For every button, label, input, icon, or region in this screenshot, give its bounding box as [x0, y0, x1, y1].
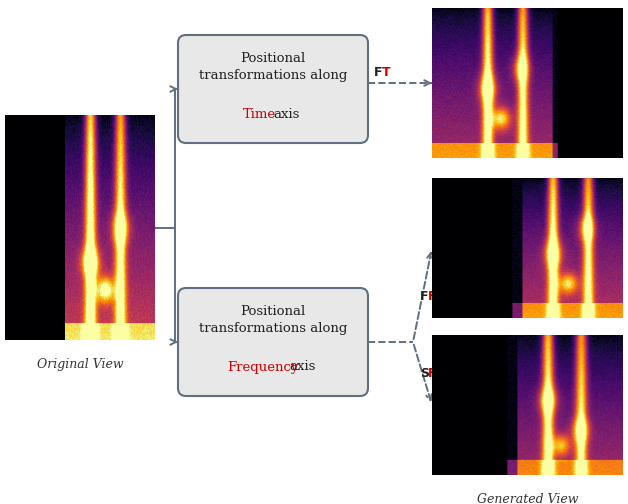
- Text: F: F: [428, 290, 436, 303]
- FancyBboxPatch shape: [178, 288, 368, 396]
- Text: T: T: [382, 67, 391, 80]
- Text: F: F: [428, 367, 436, 381]
- Text: Positional
transformations along: Positional transformations along: [199, 52, 347, 82]
- Text: S: S: [420, 367, 429, 381]
- Text: axis: axis: [290, 360, 316, 373]
- Text: Positional
transformations along: Positional transformations along: [199, 305, 347, 335]
- Text: Generated View: Generated View: [477, 493, 578, 504]
- Text: F: F: [420, 290, 429, 303]
- Text: Frequency: Frequency: [227, 360, 299, 373]
- FancyBboxPatch shape: [178, 35, 368, 143]
- Text: axis: axis: [274, 107, 300, 120]
- Text: F: F: [374, 67, 382, 80]
- Text: Original View: Original View: [36, 358, 123, 371]
- Text: Time: Time: [242, 107, 276, 120]
